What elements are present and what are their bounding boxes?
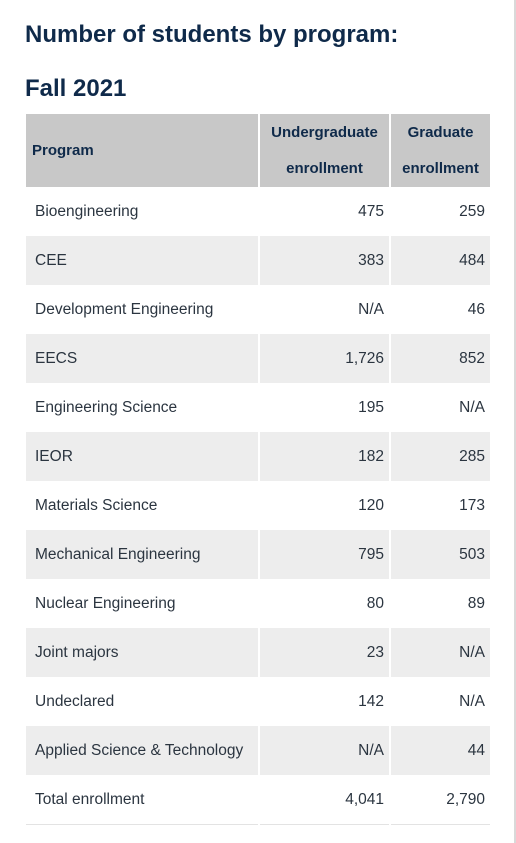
- cell-program: Materials Science: [35, 496, 158, 514]
- table-row: Undeclared 142 N/A: [26, 677, 490, 726]
- header-undergraduate-line1: Undergraduate: [271, 123, 378, 141]
- cell-undergraduate: N/A: [258, 726, 390, 775]
- cell-program: Bioengineering: [35, 202, 139, 220]
- table-row: Applied Science & Technology N/A 44: [26, 726, 490, 775]
- cell-program: IEOR: [26, 432, 259, 481]
- table-row: IEOR 182 285: [26, 432, 490, 481]
- cell-graduate: N/A: [389, 383, 490, 432]
- cell-graduate: 44: [389, 726, 490, 775]
- cell-graduate: N/A: [389, 628, 490, 677]
- cell-program: Development Engineering: [35, 300, 214, 318]
- cell-undergraduate: 1,726: [258, 334, 390, 383]
- cell-program: EECS: [26, 334, 259, 383]
- table-row: Materials Science 120 173: [26, 481, 490, 530]
- table-header: Program Undergraduate enrollment Graduat…: [26, 114, 490, 187]
- table-row: EECS 1,726 852: [26, 334, 490, 383]
- cell-program: Joint majors: [26, 628, 259, 677]
- header-row: Program Undergraduate enrollment Graduat…: [26, 114, 490, 187]
- header-undergraduate: Undergraduate enrollment: [258, 114, 390, 187]
- cell-program: Nuclear Engineering: [35, 594, 176, 612]
- cell-graduate: 503: [389, 530, 490, 579]
- cell-undergraduate: 195: [258, 383, 390, 432]
- cell-graduate: 89: [389, 579, 490, 628]
- cell-graduate: 2,790: [389, 775, 490, 825]
- table-row: Total enrollment 4,041 2,790: [26, 775, 490, 825]
- cell-graduate: N/A: [389, 677, 490, 726]
- cell-program: Total enrollment: [26, 775, 259, 825]
- table-body: Bioengineering 475 259 CEE 383 484 Development…: [26, 187, 490, 825]
- page-right-border: [514, 0, 516, 843]
- cell-undergraduate: 23: [258, 628, 390, 677]
- page-subtitle: Fall 2021: [25, 75, 127, 102]
- cell-program: Applied Science & Technology: [26, 726, 259, 775]
- header-graduate-line1: Graduate: [407, 123, 474, 141]
- cell-program: Engineering Science: [35, 398, 178, 416]
- page-title: Number of students by program:: [25, 21, 399, 48]
- cell-program: Mechanical Engineering: [26, 530, 259, 579]
- enrollment-table: Program Undergraduate enrollment Graduat…: [26, 114, 490, 825]
- cell-undergraduate: N/A: [258, 285, 390, 334]
- cell-graduate: 46: [389, 285, 490, 334]
- cell-undergraduate: 4,041: [258, 775, 390, 825]
- cell-program: Undeclared: [35, 692, 115, 710]
- table-row: Joint majors 23 N/A: [26, 628, 490, 677]
- cell-program: CEE: [26, 236, 259, 285]
- table-row: Bioengineering 475 259: [26, 187, 490, 236]
- cell-undergraduate: 80: [258, 579, 390, 628]
- cell-undergraduate: 795: [258, 530, 390, 579]
- cell-graduate: 173: [389, 481, 490, 530]
- table-row: Engineering Science 195 N/A: [26, 383, 490, 432]
- cell-undergraduate: 120: [258, 481, 390, 530]
- table-row: Development Engineering N/A 46: [26, 285, 490, 334]
- header-graduate: Graduate enrollment: [389, 114, 490, 187]
- cell-undergraduate: 182: [258, 432, 390, 481]
- cell-undergraduate: 475: [258, 187, 390, 236]
- table-row: Mechanical Engineering 795 503: [26, 530, 490, 579]
- cell-graduate: 484: [389, 236, 490, 285]
- table-row: CEE 383 484: [26, 236, 490, 285]
- header-undergraduate-line2: enrollment: [286, 159, 363, 177]
- cell-graduate: 285: [389, 432, 490, 481]
- table-row: Nuclear Engineering 80 89: [26, 579, 490, 628]
- cell-graduate: 852: [389, 334, 490, 383]
- header-program: Program: [26, 114, 259, 187]
- cell-undergraduate: 142: [258, 677, 390, 726]
- cell-undergraduate: 383: [258, 236, 390, 285]
- cell-graduate: 259: [389, 187, 490, 236]
- header-graduate-line2: enrollment: [402, 159, 479, 177]
